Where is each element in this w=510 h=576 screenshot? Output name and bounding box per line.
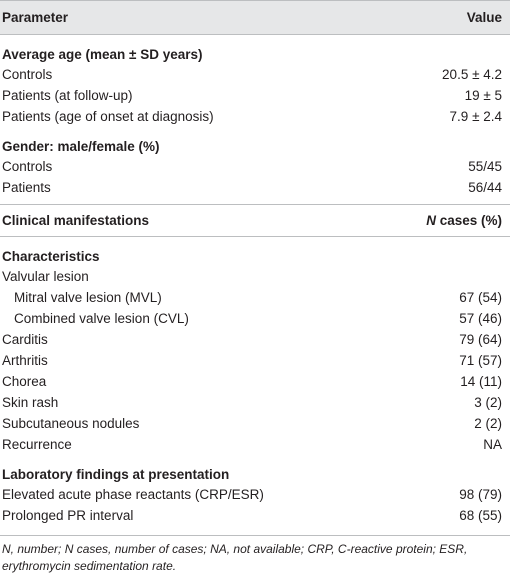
data-row: Mitral valve lesion (MVL) 67 (54)	[0, 287, 510, 308]
value: 3 (2)	[474, 395, 502, 410]
section-title: Characteristics	[0, 237, 510, 266]
data-row: Elevated acute phase reactants (CRP/ESR)…	[0, 484, 510, 505]
value: 71 (57)	[459, 353, 502, 368]
value: 98 (79)	[459, 487, 502, 502]
data-row: Patients 56/44	[0, 177, 510, 198]
label: Characteristics	[2, 249, 100, 264]
label: Patients	[2, 180, 51, 195]
label: Gender: male/female (%)	[2, 139, 160, 154]
end-space	[0, 526, 510, 531]
label: Laboratory findings at presentation	[2, 467, 230, 482]
label: Mitral valve lesion (MVL)	[14, 290, 162, 305]
value: 2 (2)	[474, 416, 502, 431]
label: Valvular lesion	[2, 269, 89, 284]
label: Subcutaneous nodules	[2, 416, 140, 431]
label: Carditis	[2, 332, 48, 347]
data-row: Combined valve lesion (CVL) 57 (46)	[0, 308, 510, 329]
label: Controls	[2, 159, 53, 174]
label: Arthritis	[2, 353, 48, 368]
subheader-row: Clinical manifestations N cases (%)	[0, 204, 510, 237]
label: Average age (mean ± SD years)	[2, 47, 203, 62]
data-row: Controls 55/45	[0, 156, 510, 177]
value: 14 (11)	[460, 374, 502, 389]
value: 7.9 ± 2.4	[449, 109, 502, 124]
data-row: Recurrence NA	[0, 434, 510, 455]
section-title: Average age (mean ± SD years)	[0, 35, 510, 64]
header-row: Parameter Value	[0, 0, 510, 35]
label: Parameter	[2, 10, 69, 25]
data-row: Carditis 79 (64)	[0, 329, 510, 350]
section-title: Laboratory findings at presentation	[0, 455, 510, 484]
value: 20.5 ± 4.2	[442, 67, 502, 82]
label: Clinical manifestations	[2, 213, 150, 228]
data-row: Subcutaneous nodules 2 (2)	[0, 413, 510, 434]
footnote: N, number; N cases, number of cases; NA,…	[0, 535, 510, 575]
data-row: Patients (age of onset at diagnosis) 7.9 …	[0, 106, 510, 127]
group-row: Valvular lesion	[0, 266, 510, 287]
label: Skin rash	[2, 395, 59, 410]
label: Controls	[2, 67, 53, 82]
data-row: Prolonged PR interval 68 (55)	[0, 505, 510, 526]
data-row: Patients (at follow-up) 19 ± 5	[0, 85, 510, 106]
label: Combined valve lesion (CVL)	[14, 311, 189, 326]
data-row: Arthritis 71 (57)	[0, 350, 510, 371]
value: 68 (55)	[459, 508, 502, 523]
value-rest: cases (%)	[439, 213, 502, 228]
value: 57 (46)	[459, 311, 502, 326]
data-row: Controls 20.5 ± 4.2	[0, 64, 510, 85]
value: Value	[466, 10, 502, 25]
label: Chorea	[2, 374, 47, 389]
value: 19 ± 5	[464, 88, 502, 103]
value: 67 (54)	[459, 290, 502, 305]
label: Patients (at follow-up)	[2, 88, 133, 103]
value-italic: N	[426, 213, 436, 228]
label: Elevated acute phase reactants (CRP/ESR)	[2, 487, 264, 502]
value: 55/45	[468, 159, 502, 174]
section-title: Gender: male/female (%)	[0, 127, 510, 156]
value: 79 (64)	[459, 332, 502, 347]
label: Recurrence	[2, 437, 72, 452]
value: N cases (%)	[426, 213, 502, 228]
label: Prolonged PR interval	[2, 508, 134, 523]
data-row: Skin rash 3 (2)	[0, 392, 510, 413]
value: NA	[483, 437, 502, 452]
value: 56/44	[468, 180, 502, 195]
data-row: Chorea 14 (11)	[0, 371, 510, 392]
label: Patients (age of onset at diagnosis)	[2, 109, 214, 124]
